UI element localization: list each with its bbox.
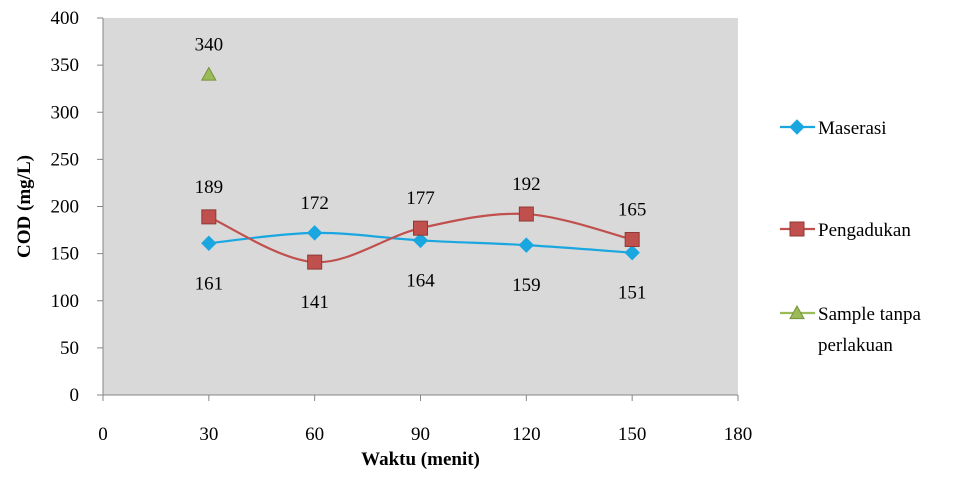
data-point <box>307 254 323 270</box>
data-label: 159 <box>512 275 541 296</box>
y-tick-label: 400 <box>51 8 80 29</box>
legend: Maserasi Pengadukan Sample tanpa perlakuan <box>780 118 921 356</box>
y-tick-label: 350 <box>51 55 80 76</box>
legend-label: Pengadukan <box>818 220 911 241</box>
x-tick-label: 180 <box>724 424 753 445</box>
data-label: 151 <box>618 283 647 304</box>
data-label: 164 <box>406 270 435 291</box>
data-point <box>201 235 217 251</box>
data-point <box>200 66 217 81</box>
data-label: 340 <box>195 35 224 56</box>
y-tick-label: 300 <box>51 102 80 123</box>
legend-item: Sample tanpa perlakuan <box>780 304 921 356</box>
data-point <box>306 225 323 241</box>
x-tick-label: 150 <box>618 424 647 445</box>
legend-item: Maserasi <box>780 118 887 139</box>
legend-marker <box>789 119 805 135</box>
data-point <box>624 231 640 247</box>
data-label: 165 <box>618 199 647 220</box>
data-point <box>201 209 217 225</box>
x-axis-title: Waktu (menit) <box>361 449 480 470</box>
y-tick-label: 150 <box>51 244 80 265</box>
data-label: 141 <box>300 292 329 313</box>
y-tick-label: 100 <box>51 291 80 312</box>
series-square <box>201 206 640 270</box>
series-layer <box>200 66 640 270</box>
y-tick-label: 200 <box>51 197 80 218</box>
x-tick-label: 90 <box>411 424 430 445</box>
data-label: 192 <box>512 174 541 195</box>
plot-area <box>103 18 738 395</box>
data-label: 189 <box>195 177 224 198</box>
legend-marker <box>789 304 805 320</box>
data-point <box>413 220 428 236</box>
y-tick-label: 250 <box>51 149 80 170</box>
data-label: 161 <box>195 273 224 294</box>
legend-marker <box>789 221 805 237</box>
x-tick-label: 60 <box>305 424 324 445</box>
data-point <box>624 244 640 261</box>
legend-label: perlakuan <box>818 335 893 356</box>
series-diamond <box>201 225 640 261</box>
y-axis-title: COD (mg/L) <box>14 155 35 258</box>
axes: 0 50 100 150 200 250 300 350 400 0 30 60 90 120 150 180 <box>51 8 753 445</box>
y-tick-label: 0 <box>70 385 80 406</box>
legend-item: Pengadukan <box>780 220 911 241</box>
x-tick-label: 120 <box>512 424 541 445</box>
data-label: 177 <box>406 188 435 209</box>
y-tick-label: 50 <box>60 338 79 359</box>
data-point <box>518 237 535 253</box>
data-labels: 161 172 164 159 151 189 141 177 192 165 340 <box>195 35 647 314</box>
data-label: 172 <box>300 193 329 214</box>
x-tick-label: 30 <box>199 424 218 445</box>
data-point <box>518 206 534 222</box>
legend-label: Sample tanpa <box>818 304 921 325</box>
series-triangle <box>200 66 217 81</box>
x-tick-label: 0 <box>98 424 108 445</box>
data-point <box>412 232 429 249</box>
legend-label: Maserasi <box>818 118 887 139</box>
